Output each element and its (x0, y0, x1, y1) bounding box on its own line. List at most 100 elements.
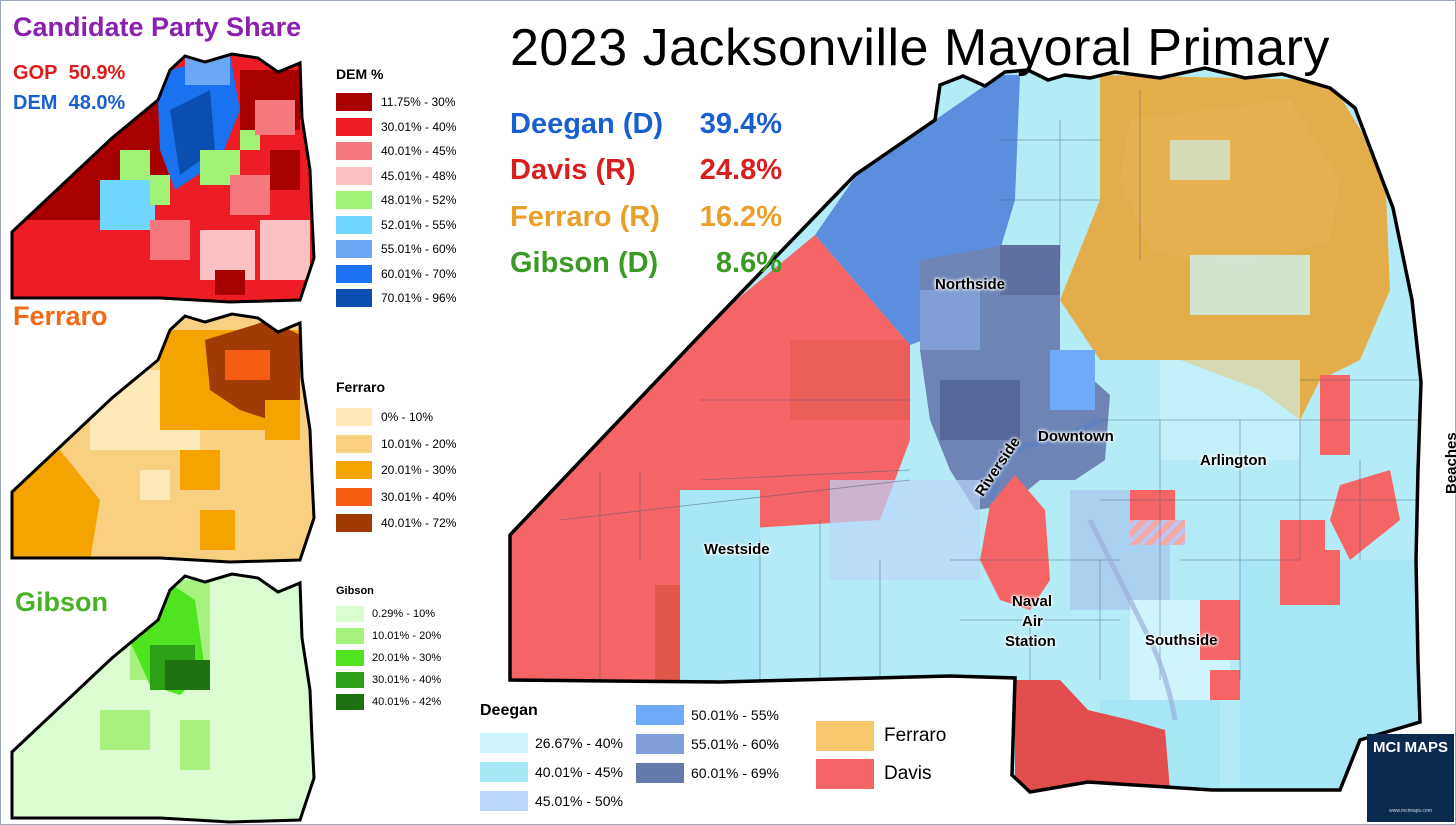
legend-swatch (336, 606, 364, 622)
legend-swatch (336, 487, 372, 506)
legend-swatch (336, 514, 372, 533)
legend-label: 26.67% - 40% (535, 734, 623, 751)
legend-item: 20.01% - 30% (336, 457, 456, 484)
place-arlington: Arlington (1200, 452, 1267, 469)
legend-label: 0% - 10% (381, 410, 434, 425)
legend-label: 20.01% - 30% (381, 463, 457, 478)
legend-item: 30.01% - 40% (336, 669, 441, 691)
legend-item: 40.01% - 45% (480, 757, 623, 786)
dem-legend: 11.75% - 30% 30.01% - 40% 40.01% - 45% 45.0… (336, 90, 456, 311)
legend-label: 20.01% - 30% (372, 652, 442, 664)
legend-label: 55.01% - 60% (381, 242, 457, 257)
legend-item: Davis (816, 755, 946, 793)
legend-item: 60.01% - 70% (336, 262, 456, 287)
legend-swatch (336, 166, 372, 185)
legend-label: 50.01% - 55% (691, 706, 779, 723)
legend-swatch (636, 762, 684, 783)
legend-label: 30.01% - 40% (381, 489, 457, 504)
legend-item: 45.01% - 50% (480, 786, 623, 815)
legend-label: 45.01% - 50% (535, 792, 623, 809)
place-southside: Southside (1145, 632, 1218, 649)
legend-item: 10.01% - 20% (336, 431, 456, 458)
candidate-pct: 8.6% (715, 247, 782, 279)
winner-legend: Ferraro Davis (816, 717, 946, 793)
legend-item: 0% - 10% (336, 404, 456, 431)
legend-label: 52.01% - 55% (381, 217, 457, 232)
legend-label: 60.01% - 70% (381, 266, 457, 281)
legend-swatch (480, 790, 528, 811)
legend-item: 26.67% - 40% (480, 728, 623, 757)
candidate-pct: 24.8% (699, 154, 782, 186)
deegan-legend-col2: 50.01% - 55% 55.01% - 60% 60.01% - 69% (636, 700, 779, 787)
result-row-davis: Davis (R) 24.8% (510, 154, 782, 187)
deegan-legend-title: Deegan (480, 702, 538, 719)
legend-item: 70.01% - 96% (336, 286, 456, 311)
gibson-legend-title: Gibson (336, 585, 374, 597)
dem-legend-title: DEM % (336, 66, 384, 82)
legend-item: Ferraro (816, 717, 946, 755)
legend-label: 40.01% - 45% (381, 144, 457, 159)
legend-label: 10.01% - 20% (372, 630, 442, 642)
legend-item: 45.01% - 48% (336, 164, 456, 189)
legend-label: Ferraro (884, 725, 947, 746)
dem-value: 48.0% (68, 92, 126, 114)
legend-swatch (336, 434, 372, 453)
legend-label: 40.01% - 42% (372, 696, 442, 708)
candidate-pct: 39.4% (699, 108, 782, 140)
place-northside: Northside (935, 276, 1006, 293)
deegan-legend-col1: 26.67% - 40% 40.01% - 45% 45.01% - 50% (480, 728, 623, 815)
legend-swatch (336, 93, 372, 112)
legend-swatch (336, 264, 372, 283)
legend-item: 60.01% - 69% (636, 758, 779, 787)
legend-swatch (336, 672, 364, 688)
legend-swatch (636, 704, 684, 725)
legend-swatch (816, 721, 874, 751)
legend-label: 0.29% - 10% (372, 608, 435, 620)
legend-item: 55.01% - 60% (636, 729, 779, 758)
logo-url: www.mcimaps.com (1389, 808, 1432, 814)
page-title: 2023 Jacksonville Mayoral Primary (510, 19, 1330, 77)
legend-item: 40.01% - 45% (336, 139, 456, 164)
place-beaches: Beaches (1443, 432, 1456, 494)
party-share-title: Candidate Party Share (13, 12, 302, 42)
gibson-legend: 0.29% - 10% 10.01% - 20% 20.01% - 30% 30.01… (336, 603, 441, 713)
result-row-deegan: Deegan (D) 39.4% (510, 108, 782, 141)
candidate-name: Gibson (D) (510, 247, 659, 279)
legend-item: 11.75% - 30% (336, 90, 456, 115)
candidate-name: Ferraro (R) (510, 201, 660, 233)
legend-item: 40.01% - 42% (336, 691, 441, 713)
legend-swatch (336, 628, 364, 644)
legend-swatch (336, 461, 372, 480)
gop-value: 50.9% (68, 62, 126, 84)
legend-label: 11.75% - 30% (381, 95, 456, 110)
legend-item: 48.01% - 52% (336, 188, 456, 213)
place-downtown: Downtown (1038, 428, 1114, 445)
legend-swatch (336, 215, 372, 234)
gibson-title: Gibson (15, 587, 108, 617)
legend-label: 10.01% - 20% (381, 436, 457, 451)
legend-swatch (816, 759, 874, 789)
legend-swatch (336, 117, 372, 136)
main-map (508, 66, 1423, 794)
legend-item: 30.01% - 40% (336, 484, 456, 511)
legend-item: 30.01% - 40% (336, 115, 456, 140)
legend-label: 30.01% - 40% (381, 119, 457, 134)
legend-item: 40.01% - 72% (336, 510, 456, 537)
legend-label: Davis (884, 763, 932, 784)
gop-label: GOP (13, 62, 58, 84)
legend-item: 20.01% - 30% (336, 647, 441, 669)
legend-label: 40.01% - 72% (381, 516, 457, 531)
legend-swatch (336, 142, 372, 161)
logo-text: MCI MAPS (1373, 739, 1448, 756)
legend-item: 0.29% - 10% (336, 603, 441, 625)
legend-item: 50.01% - 55% (636, 700, 779, 729)
legend-swatch (336, 650, 364, 666)
candidate-pct: 16.2% (699, 201, 782, 233)
legend-swatch (336, 408, 372, 427)
place-nas-line2: Air (1022, 613, 1043, 630)
dem-share: DEM 48.0% (13, 92, 125, 115)
gop-share: GOP 50.9% (13, 62, 125, 85)
legend-label: 60.01% - 69% (691, 764, 779, 781)
legend-swatch (336, 240, 372, 259)
